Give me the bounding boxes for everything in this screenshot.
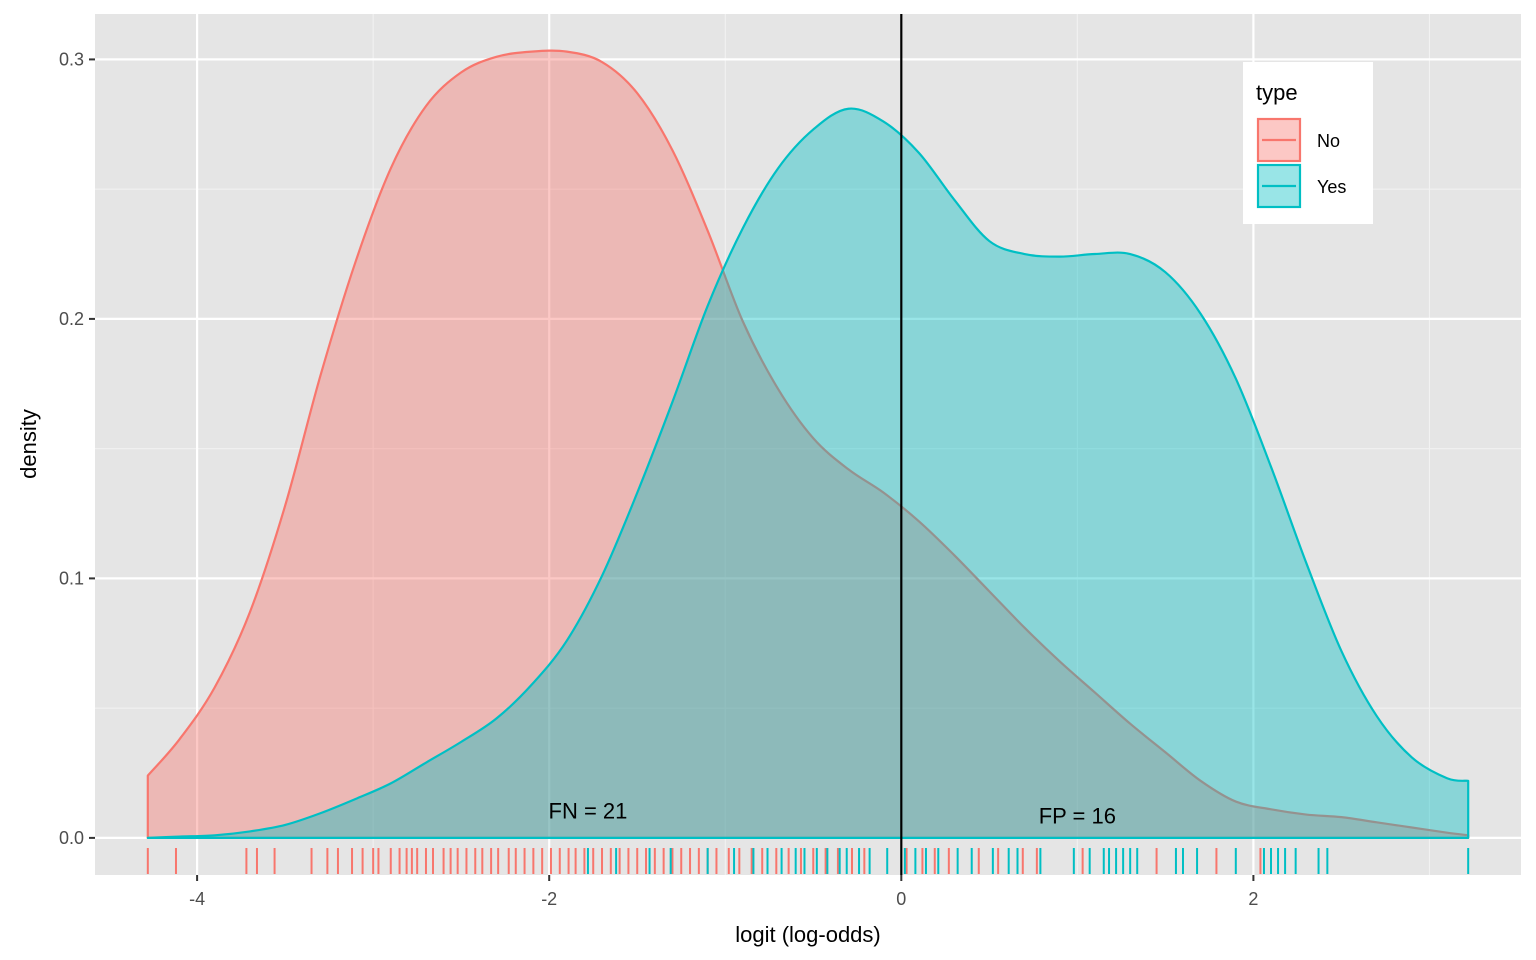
annotations: FN = 21 FP = 16 (549, 798, 1116, 828)
rug-marks (146, 848, 1470, 874)
y-tick-label: 0.3 (59, 49, 84, 69)
density-areas (146, 49, 1470, 839)
x-axis-title: logit (log-odds) (735, 922, 881, 947)
x-axis: -4 -2 0 2 (189, 875, 1258, 909)
density-area-yes (146, 107, 1470, 839)
x-tick-label: 2 (1248, 889, 1258, 909)
legend-label-no: No (1317, 131, 1340, 151)
y-axis-title: density (16, 409, 41, 479)
x-tick-label: -4 (189, 889, 205, 909)
annotation-1: FP = 16 (1039, 804, 1116, 829)
density-area-no (146, 49, 1470, 839)
y-axis: 0.0 0.1 0.2 0.3 (59, 49, 95, 848)
legend-background (1243, 62, 1373, 224)
x-tick-label: -2 (541, 889, 557, 909)
x-tick-label: 0 (896, 889, 906, 909)
legend-title: type (1256, 80, 1298, 105)
legend: type No Yes (1243, 62, 1373, 224)
y-tick-label: 0.0 (59, 828, 84, 848)
y-tick-label: 0.1 (59, 568, 84, 588)
annotation-0: FN = 21 (549, 798, 628, 823)
y-tick-label: 0.2 (59, 309, 84, 329)
legend-label-yes: Yes (1317, 177, 1346, 197)
